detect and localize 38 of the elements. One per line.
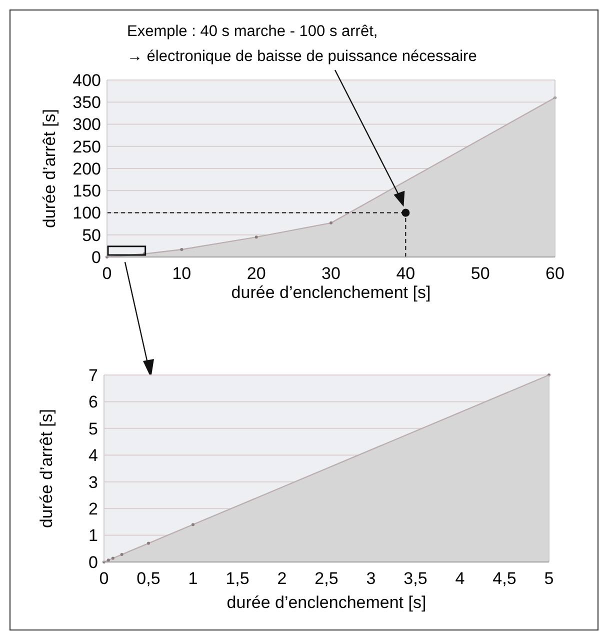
x-tick-label: 10 xyxy=(172,264,192,283)
x-tick-label: 30 xyxy=(322,264,340,283)
y-tick-label: 350 xyxy=(72,93,101,112)
y-tick-label: 50 xyxy=(82,226,101,245)
x-tick-label: 4 xyxy=(455,569,465,588)
x-tick-label: 20 xyxy=(246,264,266,283)
x-tick-label: 40 xyxy=(396,264,416,283)
y-tick-label: 6 xyxy=(88,392,98,412)
y-tick-label: 200 xyxy=(72,159,101,178)
y-tick-label: 4 xyxy=(88,446,98,466)
x-tick-label: 5 xyxy=(544,569,554,588)
x-axis-title: durée d’enclenchement [s] xyxy=(226,593,426,612)
text: Exemple : 40 s marche - 100 s arrêt, → électronique de baisse de puissance nécessaire xyxy=(127,23,477,65)
y-tick-label: 5 xyxy=(88,419,98,438)
y-axis-title: durée d’arrêt [s] xyxy=(37,408,56,528)
x-tick-label: 60 xyxy=(546,264,564,283)
x-axis-title: durée d’enclenchement [s] xyxy=(231,283,431,302)
x-tick-label: 2,5 xyxy=(314,569,338,588)
y-tick-label: 0 xyxy=(92,248,101,267)
x-tick-label: 0,5 xyxy=(136,569,160,588)
x-tick-label: 4,5 xyxy=(492,569,516,588)
y-tick-label: 7 xyxy=(88,366,98,385)
y-axis-title: durée d’arrêt [s] xyxy=(40,108,59,228)
y-tick-label: 300 xyxy=(72,115,101,134)
y-tick-label: 100 xyxy=(72,204,101,223)
x-tick-label: 50 xyxy=(470,264,490,283)
y-tick-label: 400 xyxy=(72,70,101,90)
x-tick-label: 1,5 xyxy=(226,569,250,588)
x-tick-label: 2 xyxy=(277,569,287,588)
x-tick-label: 3,5 xyxy=(404,569,428,588)
x-tick-label: 3 xyxy=(366,569,376,588)
y-tick-label: 150 xyxy=(72,182,101,201)
y-tick-label: 3 xyxy=(88,472,98,492)
y-tick-label: 250 xyxy=(72,137,101,156)
y-tick-label: 0 xyxy=(88,552,98,572)
x-tick-label: 1 xyxy=(188,569,198,588)
y-tick-label: 1 xyxy=(88,526,98,546)
y-tick-label: 2 xyxy=(88,500,98,519)
